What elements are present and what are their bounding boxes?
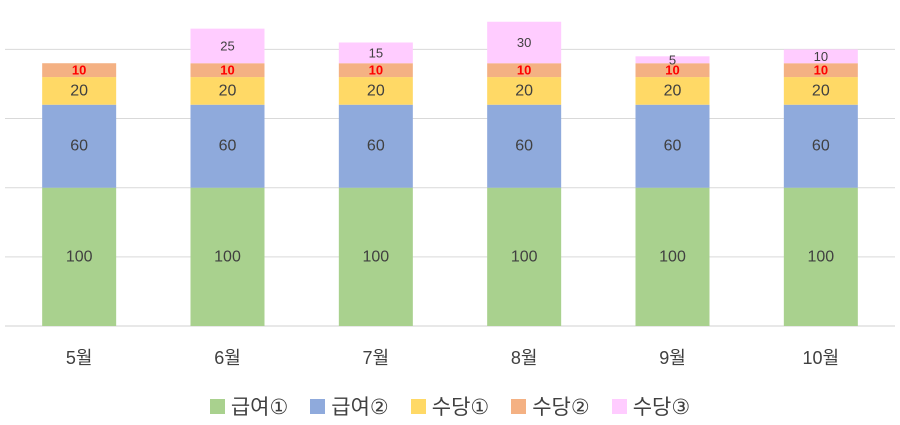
bar-segment	[487, 187, 562, 326]
bar-segment	[42, 77, 117, 105]
data-label: 60	[219, 138, 237, 155]
bar-segment	[783, 49, 858, 64]
bar-segment	[783, 63, 858, 78]
legend-label: 수당②	[532, 396, 590, 419]
legend-label: 급여①	[230, 396, 289, 419]
bar-segment	[635, 56, 710, 64]
data-label: 10	[517, 63, 531, 78]
bar-segment	[190, 104, 265, 188]
legend-swatch	[310, 398, 326, 414]
bar-segment	[338, 42, 413, 64]
bar-segment	[42, 63, 117, 78]
data-label: 20	[70, 82, 88, 99]
data-label: 60	[812, 138, 830, 155]
legend-entry: 급여①	[209, 391, 289, 421]
bar-segment	[338, 187, 413, 326]
data-label: 5	[669, 52, 676, 67]
bar-segment	[338, 104, 413, 188]
data-label: 10	[814, 63, 828, 78]
bar-segment	[338, 77, 413, 105]
data-label: 60	[664, 138, 682, 155]
data-label: 20	[219, 82, 237, 99]
data-label: 10	[665, 63, 679, 78]
legend-entry: 수당③	[611, 391, 691, 421]
legend-swatch	[611, 398, 627, 414]
data-label: 15	[369, 45, 383, 60]
bar-segment	[783, 187, 858, 326]
data-label: 60	[70, 138, 88, 155]
data-label: 100	[659, 248, 686, 265]
bar-marks	[42, 21, 858, 326]
bar-segment	[783, 104, 858, 188]
data-label: 100	[66, 248, 93, 265]
x-tick-label: 7월	[363, 348, 390, 368]
gridlines	[5, 48, 895, 327]
legend-swatch	[410, 398, 426, 414]
data-label: 100	[511, 248, 538, 265]
legend-entry: 수당②	[511, 391, 590, 421]
data-label: 100	[214, 248, 241, 265]
legend-swatch	[511, 398, 527, 414]
x-tick-label: 9월	[659, 348, 686, 368]
bar-segment	[190, 77, 265, 105]
bar-segment	[338, 63, 413, 78]
data-label: 60	[367, 138, 385, 155]
bar-segment	[635, 77, 710, 105]
data-label: 60	[515, 138, 533, 155]
data-label: 20	[812, 82, 830, 99]
x-tick-label: 5월	[66, 348, 93, 368]
bar-segment	[487, 77, 562, 105]
legend-entry: 수당①	[410, 391, 490, 421]
bar-segment	[487, 63, 562, 78]
bar-segment	[42, 187, 117, 326]
bar-segment	[487, 21, 562, 64]
data-label: 10	[369, 63, 383, 78]
data-label: 30	[517, 35, 531, 50]
data-label: 25	[220, 38, 234, 53]
data-label: 10	[220, 63, 234, 78]
data-label: 20	[664, 82, 682, 99]
x-tick-label: 8월	[511, 348, 538, 368]
stacked-bar-chart: 100 60 20 10 100 60 20 10 25 100 60 20 10 15 100 60 20 10…	[5, 21, 895, 368]
data-labels: 100 60 20 10 100 60 20 10 25 100 60 20 10 15 100 60 20 10…	[66, 35, 834, 265]
legend-label: 수당①	[431, 396, 490, 419]
data-label: 20	[367, 82, 385, 99]
data-label: 10	[814, 49, 828, 64]
bar-segment	[783, 77, 858, 105]
bar-segment	[190, 28, 265, 64]
legend-label: 급여②	[331, 396, 389, 419]
bar-segment	[190, 63, 265, 78]
bar-segment	[635, 63, 710, 78]
data-label: 100	[807, 248, 834, 265]
x-axis-tick-labels: 5월 6월 7월 8월 9월 10월	[66, 348, 839, 368]
bar-segment	[635, 187, 710, 326]
bar-segment	[487, 104, 562, 188]
data-label: 20	[515, 82, 533, 99]
data-label: 100	[362, 248, 389, 265]
bar-segment	[42, 104, 117, 188]
data-label: 10	[72, 63, 86, 78]
bar-segment	[190, 187, 265, 326]
bar-segment	[635, 104, 710, 188]
legend: 급여① 급여② 수당① 수당② 수당③	[0, 388, 900, 424]
legend-label: 수당③	[632, 396, 691, 419]
x-tick-label: 6월	[214, 348, 241, 368]
legend-entry: 급여②	[310, 391, 389, 421]
legend-swatch	[209, 398, 225, 414]
x-tick-label: 10월	[803, 348, 840, 368]
